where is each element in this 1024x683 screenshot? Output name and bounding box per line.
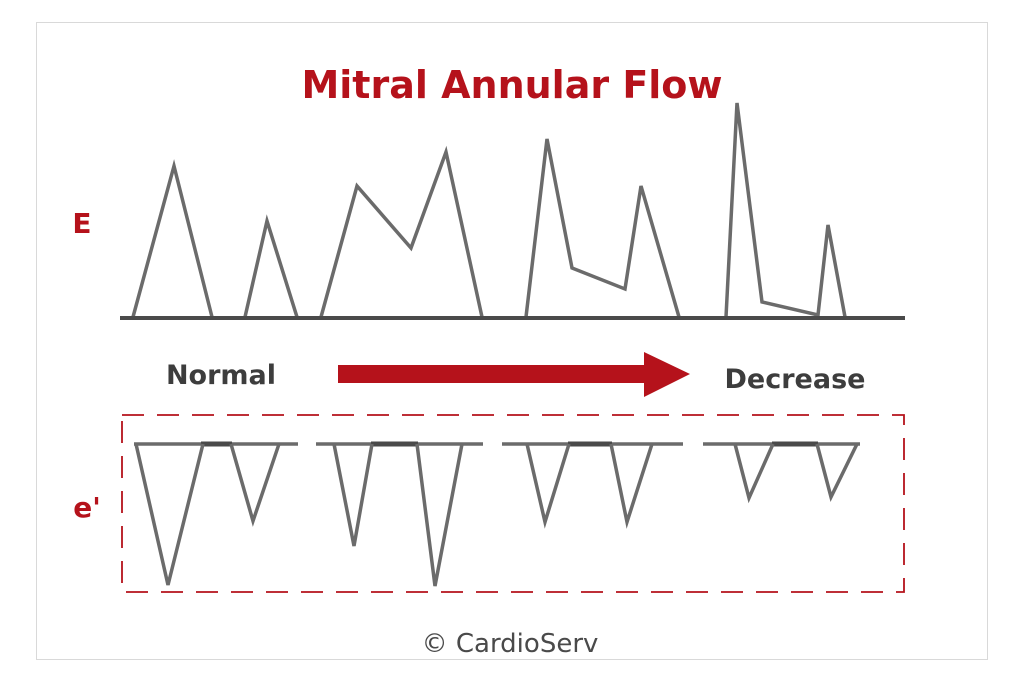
e-prime-stage-4 <box>703 441 860 504</box>
label-normal: Normal <box>166 360 276 391</box>
e-waveform-normal <box>131 159 214 318</box>
arrow-shaft <box>338 365 648 383</box>
waveform-stage-3 <box>524 138 681 318</box>
arrow-head-icon <box>644 352 690 397</box>
waveform-stage-2 <box>319 145 484 318</box>
e-waveforms <box>120 102 905 320</box>
credit-text: © CardioServ <box>422 629 599 659</box>
e-prime-stage-3 <box>502 441 683 529</box>
e-prime-stage-1 <box>134 441 298 586</box>
figure-frame <box>36 22 988 660</box>
a-waveform-normal <box>243 214 299 318</box>
label-e-prime: e' <box>73 491 101 524</box>
e-prime-waveforms <box>134 441 860 587</box>
label-decrease: Decrease <box>725 364 866 395</box>
diagram-title: Mitral Annular Flow <box>301 63 722 107</box>
label-e: E <box>72 207 91 240</box>
waveform-stage-4 <box>724 102 847 318</box>
e-prime-dashed-box <box>121 414 905 593</box>
progression-arrow <box>338 352 690 397</box>
e-prime-stage-2 <box>316 441 483 587</box>
